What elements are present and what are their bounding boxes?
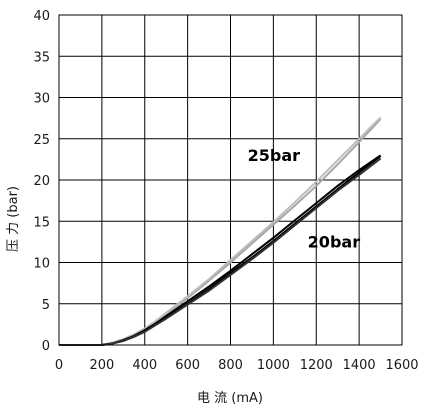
- x-tick-label: 1400: [343, 358, 376, 373]
- x-tick-label: 1200: [300, 358, 333, 373]
- y-tick-label: 35: [33, 50, 50, 65]
- x-axis-label: 电 流 (mA): [197, 391, 263, 406]
- y-tick-label: 0: [42, 339, 50, 354]
- y-tick-label: 40: [33, 9, 50, 24]
- y-tick-label: 10: [33, 257, 50, 272]
- x-tick-label: 200: [89, 358, 114, 373]
- x-tick-label: 1600: [385, 358, 418, 373]
- y-tick-label: 5: [42, 298, 50, 313]
- series-line-4: [59, 157, 382, 346]
- tick-labels: 0 200 400 600 800 1000 1200 1400 1600 0 5 10 15 20 25 3…: [33, 9, 418, 373]
- annotations: 25bar 20bar: [248, 146, 361, 252]
- series-line-1: [59, 116, 382, 346]
- y-axis-label: 压 力 (bar): [6, 186, 21, 252]
- x-tick-label: 400: [132, 358, 157, 373]
- annotation-label: 25bar: [248, 146, 301, 165]
- plot-frame: [58, 14, 403, 346]
- x-tick-label: 800: [218, 358, 243, 373]
- series-group: [59, 116, 382, 346]
- y-tick-label: 25: [33, 133, 50, 148]
- annotation-label: 20bar: [308, 233, 361, 252]
- x-tick-label: 0: [55, 358, 63, 373]
- y-tick-label: 30: [33, 92, 50, 107]
- x-tick-label: 600: [175, 358, 200, 373]
- y-tick-label: 15: [33, 215, 50, 230]
- y-tick-label: 20: [33, 174, 50, 189]
- x-tick-label: 1000: [257, 358, 290, 373]
